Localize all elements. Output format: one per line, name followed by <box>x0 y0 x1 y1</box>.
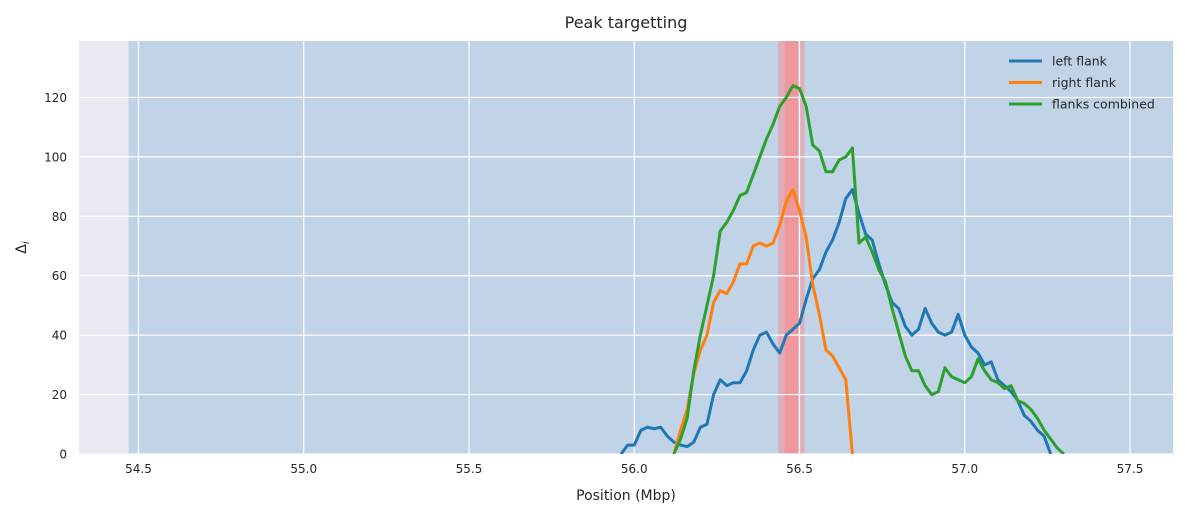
x-tick-label: 57.0 <box>951 462 978 476</box>
y-axis-label-main: Δ <box>14 244 30 254</box>
y-axis-label-group: Δi <box>14 241 32 254</box>
x-tick-label: 56.5 <box>786 462 813 476</box>
y-tick-label: 0 <box>59 448 67 462</box>
grid-lines <box>79 41 1173 455</box>
x-tick-label: 56.0 <box>621 462 648 476</box>
y-tick-label: 20 <box>52 388 67 402</box>
series-lines <box>619 84 1065 454</box>
legend-label-flanks-combined: flanks combined <box>1052 97 1155 112</box>
x-tick-label: 55.0 <box>290 462 317 476</box>
y-tick-labels: 0 20 40 60 80 100 120 <box>44 91 67 462</box>
x-axis-label: Position (Mbp) <box>576 488 676 504</box>
x-tick-labels: 54.555.055.556.056.557.057.558.0 <box>125 462 1144 476</box>
x-tick-label: 54.5 <box>125 462 152 476</box>
y-tick-label: 100 <box>44 150 67 164</box>
chart-title: Peak targetting <box>565 13 688 32</box>
series-line-left-flank <box>619 188 1053 454</box>
x-tick-label: 55.5 <box>456 462 483 476</box>
shaded-region-2 <box>784 41 798 454</box>
y-tick-label: 60 <box>52 269 67 283</box>
legend-label-right-flank: right flank <box>1052 75 1117 90</box>
y-axis-label-subscript: i <box>21 241 32 244</box>
y-tick-label: 40 <box>52 329 67 343</box>
legend-label-left-flank: left flank <box>1052 54 1108 69</box>
y-tick-label: 120 <box>44 91 67 105</box>
y-axis-label: Δi <box>14 241 32 254</box>
series-line-right-flank <box>672 188 854 454</box>
series-line-flanks-combined <box>672 84 1065 454</box>
legend: left flank right flank flanks combined <box>1009 54 1155 112</box>
y-tick-label: 80 <box>52 210 67 224</box>
x-tick-label: 57.5 <box>1117 462 1144 476</box>
